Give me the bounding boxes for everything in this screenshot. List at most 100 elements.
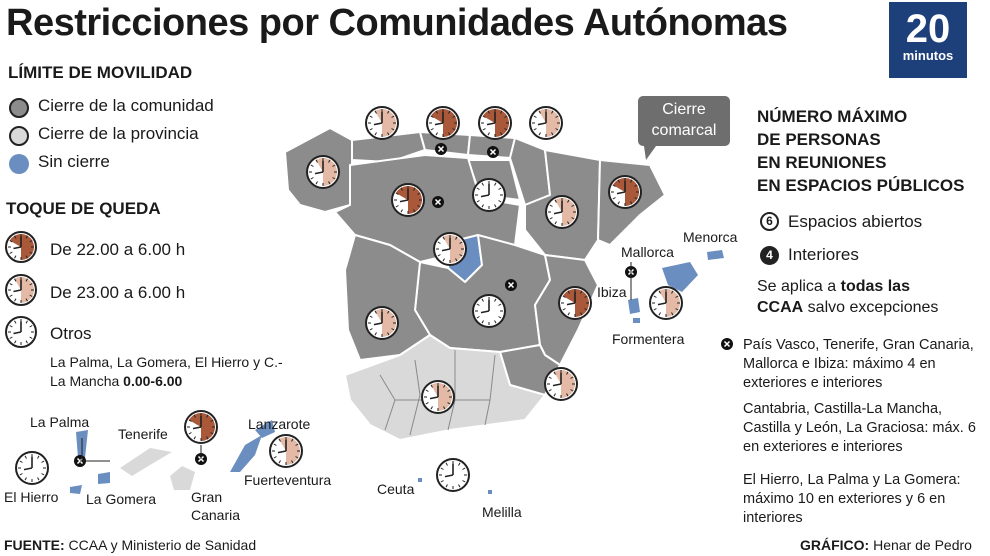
curfew-clock-icon	[478, 106, 512, 140]
label-formentera: Formentera	[612, 331, 685, 347]
aplica-part: salvo excepciones	[803, 299, 939, 316]
footer-grafico-label: GRÁFICO:	[800, 537, 870, 553]
island-menorca	[707, 250, 724, 260]
clock-otros-icon	[5, 316, 37, 348]
curfew-clock-icon	[365, 106, 399, 140]
curfew-clock-icon	[472, 178, 506, 212]
legend-22-6: De 22.00 a 6.00 h	[50, 240, 186, 259]
brand-logo: 20 minutos	[889, 2, 967, 78]
curfew-clock-icon	[649, 286, 683, 320]
legend-23-6: De 23.00 a 6.00 h	[50, 283, 186, 302]
label-menorca: Menorca	[683, 229, 738, 245]
label-la-gomera: La Gomera	[86, 491, 157, 507]
reuniones-heading-line: NÚMERO MÁXIMO	[757, 107, 908, 126]
footer-grafico: GRÁFICO: Henar de Pedro	[800, 537, 972, 553]
curfew-clock-icon	[529, 106, 563, 140]
island-gran-canaria	[170, 466, 195, 490]
toque-note-hours: 0.00-6.00	[123, 373, 183, 389]
page-title: Restricciones por Comunidades Autónomas	[6, 2, 788, 44]
excepcion-1-text: País Vasco, Tenerife, Gran Canaria, Mall…	[743, 337, 974, 391]
aplica-text: Se aplica a todas las CCAA salvo excepci…	[757, 276, 982, 318]
curfew-clock-icon	[558, 286, 592, 320]
aplica-part: Se aplica a	[757, 278, 841, 295]
footer-fuente: FUENTE: CCAA y Ministerio de Sanidad	[4, 537, 256, 553]
legend-cierre-provincia: Cierre de la provincia	[38, 124, 199, 143]
legend-cierre-comunidad: Cierre de la comunidad	[38, 96, 214, 115]
label-gran-canaria: Gran Canaria	[191, 489, 241, 523]
logo-number: 20	[905, 7, 951, 51]
movilidad-heading: LÍMITE DE MOVILIDAD	[8, 63, 193, 82]
reuniones-heading-line: EN ESPACIOS PÚBLICOS	[757, 176, 965, 195]
island-fuerteventura	[230, 435, 262, 472]
exception-mark-icon	[487, 146, 499, 158]
curfew-clock-icon	[472, 294, 506, 328]
label-la-palma: La Palma	[30, 414, 90, 430]
label-melilla: Melilla	[482, 504, 522, 520]
curfew-clock-icon	[608, 175, 642, 209]
excepcion-1: País Vasco, Tenerife, Gran Canaria, Mall…	[743, 336, 989, 393]
label-tenerife: Tenerife	[118, 426, 168, 442]
legend-otros: Otros	[50, 324, 92, 343]
exception-mark-icon	[721, 338, 733, 350]
curfew-clock-icon	[545, 195, 579, 229]
island-la-gomera	[98, 472, 110, 484]
curfew-clock-icon	[184, 410, 218, 444]
curfew-clock-icon	[426, 106, 460, 140]
island-ibiza	[628, 298, 640, 314]
island-formentera	[633, 318, 640, 323]
curfew-clock-icon	[544, 367, 578, 401]
curfew-clock-icon	[421, 380, 455, 414]
label-el-hierro: El Hierro	[4, 489, 59, 505]
footer-fuente-label: FUENTE:	[4, 537, 65, 553]
exception-mark-icon	[505, 279, 517, 291]
label-fuerteventura: Fuerteventura	[244, 472, 332, 488]
toque-note-text: La Palma, La Gomera, El Hierro y C.-La M…	[50, 354, 283, 389]
label-mallorca: Mallorca	[621, 244, 674, 260]
curfew-clock-icon	[391, 183, 425, 217]
label-ceuta: Ceuta	[377, 481, 415, 497]
island-mallorca	[662, 262, 698, 292]
island-tenerife	[120, 448, 172, 476]
callout-cierre-comarcal: Cierre comarcal	[638, 96, 730, 146]
curfew-clock-icon	[436, 458, 470, 492]
callout-pointer	[644, 146, 656, 160]
reuniones-heading: NÚMERO MÁXIMO DE PERSONAS EN REUNIONES E…	[757, 105, 965, 197]
clock-23-icon	[5, 274, 37, 306]
label-ibiza: Ibiza	[597, 284, 627, 300]
exception-mark-icon	[432, 196, 444, 208]
toque-heading: TOQUE DE QUEDA	[6, 199, 161, 218]
curfew-clock-icon	[306, 155, 340, 189]
legend-sin-cierre-swatch	[9, 154, 29, 174]
toque-legend-icons	[5, 231, 37, 348]
footer-grafico-text: Henar de Pedro	[869, 537, 972, 553]
melilla-shape	[488, 490, 492, 494]
region-asturias	[351, 131, 426, 163]
legend-cierre-comunidad-swatch	[9, 98, 29, 118]
exception-mark-icon	[435, 143, 447, 155]
island-lanzarote	[255, 420, 275, 438]
ceuta-shape	[418, 478, 422, 482]
legend-cierre-provincia-swatch	[9, 126, 29, 146]
footer-fuente-text: CCAA y Ministerio de Sanidad	[64, 537, 257, 553]
curfew-clock-icon	[365, 306, 399, 340]
label-lanzarote: Lanzarote	[248, 416, 311, 432]
island-el-hierro	[70, 485, 82, 494]
interiores-number-badge: 4	[760, 246, 779, 265]
logo-word: minutos	[902, 48, 954, 63]
aplica-bold: CCAA	[757, 299, 804, 316]
curfew-clock-icon	[269, 434, 303, 468]
reuniones-heading-line: DE PERSONAS	[757, 130, 881, 149]
excepcion-2: Cantabria, Castilla-La Mancha, Castilla …	[743, 401, 976, 455]
legend-sin-cierre: Sin cierre	[38, 152, 110, 171]
curfew-clock-icon	[15, 451, 49, 485]
interiores-label: Interiores	[788, 245, 859, 264]
curfew-clock-icon	[433, 232, 467, 266]
abiertos-label: Espacios abiertos	[788, 212, 923, 231]
toque-note: La Palma, La Gomera, El Hierro y C.-La M…	[50, 353, 290, 391]
aplica-bold: todas las	[840, 278, 910, 295]
clock-22-icon	[5, 231, 37, 263]
excepcion-3: El Hierro, La Palma y La Gomera: máximo …	[743, 472, 961, 526]
reuniones-heading-line: EN REUNIONES	[757, 153, 887, 172]
abiertos-number-badge: 6	[760, 212, 779, 231]
